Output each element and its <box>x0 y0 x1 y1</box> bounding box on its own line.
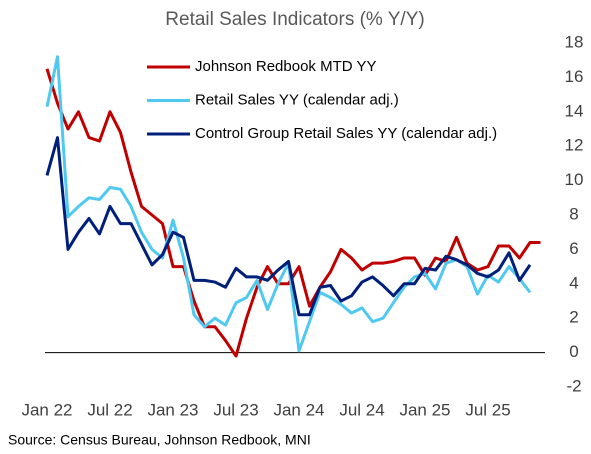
legend-label: Control Group Retail Sales YY (calendar … <box>195 125 497 142</box>
y-tick-label: 10 <box>565 170 584 189</box>
y-tick-label: 18 <box>565 32 584 51</box>
y-tick-label: 6 <box>569 239 578 258</box>
x-tick-label: Jan 23 <box>147 400 198 419</box>
source-note: Source: Census Bureau, Johnson Redbook, … <box>8 432 311 448</box>
x-tick-label: Jul 22 <box>87 400 132 419</box>
y-tick-label: 12 <box>565 136 584 155</box>
y-tick-label: 2 <box>569 308 578 327</box>
y-tick-label: 4 <box>569 273 578 292</box>
y-tick-label: 8 <box>569 204 578 223</box>
y-tick-label: 14 <box>565 101 584 120</box>
x-tick-label: Jan 25 <box>399 400 450 419</box>
y-tick-label: 0 <box>569 342 578 361</box>
chart-title: Retail Sales Indicators (% Y/Y) <box>165 9 424 30</box>
x-tick-label: Jan 24 <box>273 400 324 419</box>
y-tick-label: 16 <box>565 67 584 86</box>
x-tick-label: Jul 23 <box>213 400 258 419</box>
x-tick-label: Jul 25 <box>465 400 510 419</box>
legend-label: Johnson Redbook MTD YY <box>195 58 377 75</box>
x-tick-label: Jan 22 <box>21 400 72 419</box>
legend-label: Retail Sales YY (calendar adj.) <box>195 91 399 108</box>
series-line <box>45 136 532 317</box>
y-tick-label: -2 <box>566 376 581 395</box>
series-line <box>45 68 541 358</box>
x-tick-label: Jul 24 <box>339 400 384 419</box>
